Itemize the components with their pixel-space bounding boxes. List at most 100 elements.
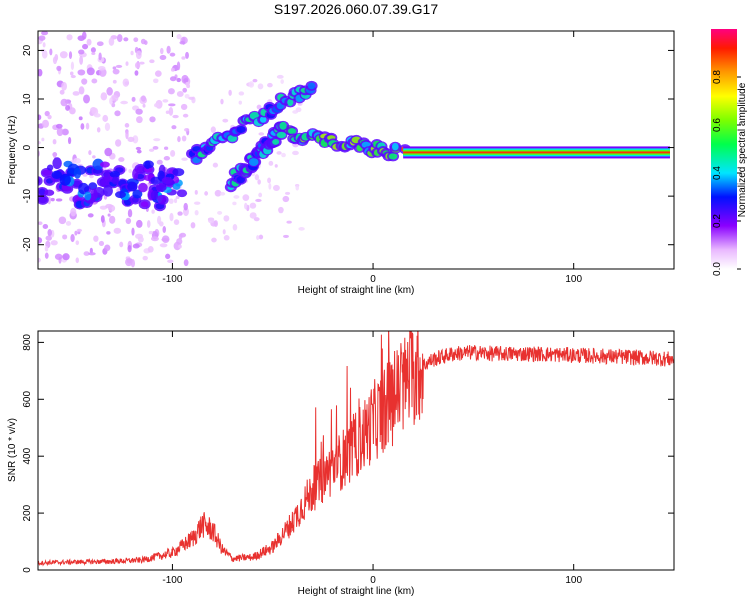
heatmap-cell-16 (108, 37, 115, 46)
heatmap-cell-267 (78, 116, 83, 121)
heatmap-cell-793 (161, 177, 173, 184)
heatmap-cell-199 (87, 213, 94, 218)
heatmap-cell-128 (67, 136, 72, 145)
heatmap-cell-206 (171, 125, 177, 130)
heatmap-cell-367 (207, 217, 215, 224)
heatmap-cell-12 (74, 230, 78, 236)
heatmap-cell-307 (148, 230, 153, 235)
colorbar-tick-label-4: 0.8 (712, 70, 723, 84)
heatmap-cell-378 (268, 160, 274, 166)
heatmap-cell-721 (136, 165, 145, 173)
heatmap-cell-297 (127, 136, 135, 143)
heatmap-cell-284 (176, 91, 184, 97)
heatmap-cell-299 (47, 114, 52, 120)
heatmap-cell-152 (112, 66, 117, 70)
heatmap-cell-236 (137, 236, 144, 243)
heatmap-cell-58 (41, 31, 49, 36)
heatmap-cell-294 (38, 257, 41, 263)
heatmap-cell-366 (276, 151, 282, 155)
heatmap-cell-239 (38, 114, 42, 121)
heatmap-cell-210 (38, 141, 41, 145)
colorbar-tick-label-1: 0.2 (712, 214, 723, 228)
heatmap-cell-765 (102, 185, 113, 197)
heatmap-cell-14 (115, 64, 123, 68)
colorbar-ticks: 0.0 0.2 0.4 0.6 0.8 (712, 70, 741, 276)
flat-tone-core (403, 151, 670, 154)
heatmap-cell-780 (176, 189, 188, 198)
heatmap-cell-120 (168, 106, 174, 116)
heatmap-cell-409 (188, 96, 195, 100)
heatmap-cell-661 (38, 188, 46, 196)
heatmap-cell-243 (148, 148, 155, 152)
heatmap-cell-748 (132, 189, 143, 199)
heatmap-cell-237 (132, 243, 140, 249)
heatmap-cell-159 (146, 220, 151, 228)
heatmap-cell-247 (44, 252, 49, 259)
heatmap-cell-226 (50, 197, 55, 202)
heatmap-cell-147 (177, 136, 181, 143)
colorbar-label: Normalized spectral amplitude (737, 82, 748, 217)
heatmap-cell-336 (257, 83, 264, 90)
heatmap-cell-257 (183, 202, 188, 211)
heatmap-cell-797 (155, 184, 167, 192)
heatmap-cell-276 (159, 54, 167, 61)
heatmap-cell-136 (177, 211, 183, 216)
heatmap-cell-95 (73, 157, 81, 164)
heatmap-cell-271 (45, 235, 52, 241)
heatmap-cell-370 (232, 224, 238, 231)
heatmap-cell-363 (278, 206, 284, 214)
heatmap-cell-334 (184, 93, 190, 99)
heatmap-cell-315 (55, 198, 63, 202)
heatmap-cell-151 (53, 151, 57, 159)
heatmap-cell-106 (61, 128, 69, 136)
heatmap-cell-789 (73, 167, 82, 179)
heatmap-cell-767 (51, 170, 62, 179)
heatmap-cell-663 (38, 196, 48, 204)
heatmap-cell-59 (65, 105, 71, 111)
heatmap-cell-330 (238, 100, 243, 105)
spectrogram-xtick-label-2: 100 (565, 274, 582, 285)
heatmap-cell-238 (130, 259, 136, 268)
heatmap-cell-193 (172, 114, 179, 119)
heatmap-cell-260 (176, 61, 181, 71)
heatmap-cell-178 (70, 61, 75, 70)
heatmap-cell-400 (244, 202, 248, 210)
heatmap-cell-347 (185, 81, 190, 86)
heatmap-cell-358 (204, 191, 209, 196)
heatmap-cell-47 (49, 48, 53, 56)
heatmap-cell-198 (125, 130, 129, 140)
heatmap-cell-139 (168, 103, 176, 107)
heatmap-cell-28 (89, 174, 94, 179)
heatmap-cell-343 (184, 128, 190, 132)
heatmap-cell-641 (287, 98, 294, 107)
spectrogram-ylabel: Frequency (Hz) (7, 116, 18, 185)
heatmap-cell-170 (69, 107, 76, 115)
heatmap-cell-609 (236, 125, 246, 133)
spectrogram-xtick-label-1: 0 (370, 274, 376, 285)
heatmap-cell-1 (136, 219, 143, 228)
heatmap-cell-759 (127, 181, 138, 192)
heatmap-cell-658 (38, 176, 43, 186)
heatmap-cell-792 (84, 191, 92, 201)
heatmap-cell-342 (292, 150, 299, 156)
heatmap-cell-296 (105, 203, 113, 209)
heatmap-cell-376 (267, 177, 272, 184)
heatmap-cell-230 (44, 245, 49, 252)
heatmap-cell-317 (38, 68, 43, 77)
heatmap-cell-213 (153, 103, 160, 108)
heatmap-cell-75 (142, 103, 146, 108)
heatmap-cell-397 (257, 179, 261, 185)
heatmap-cell-348 (210, 126, 216, 133)
heatmap-cell-774 (156, 194, 167, 204)
heatmap-cell-575 (279, 121, 287, 130)
heatmap-cell-217 (112, 79, 117, 84)
heatmap-cell-158 (163, 146, 169, 150)
spectrogram-ytick-label-0: -20 (22, 237, 33, 252)
heatmap-cell-190 (66, 34, 73, 41)
heatmap-cell-364 (212, 162, 219, 168)
heatmap-cell-219 (41, 119, 50, 128)
heatmap-cell-97 (42, 42, 46, 48)
spectrogram-xlabel: Height of straight line (km) (298, 285, 415, 296)
heatmap-cell-310 (52, 56, 58, 65)
